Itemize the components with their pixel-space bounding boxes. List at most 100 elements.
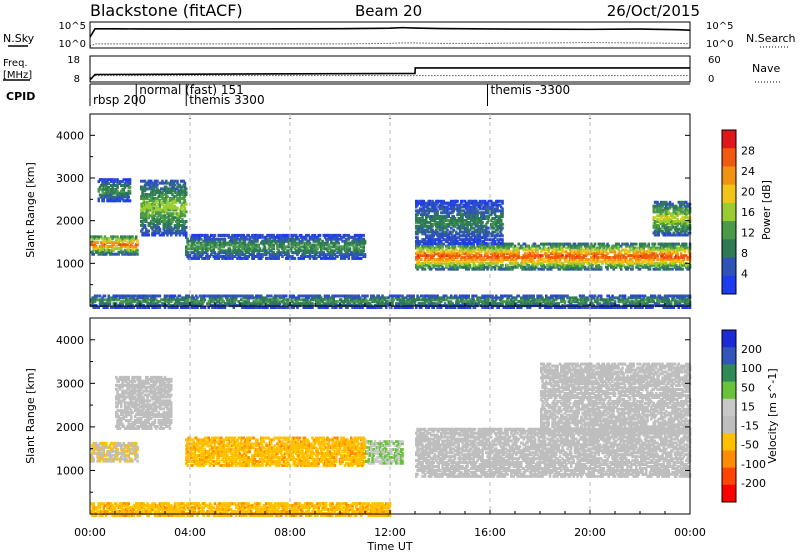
heatmap-cell (456, 204, 459, 207)
heatmap-cell (185, 220, 188, 223)
heatmap-cell (180, 197, 183, 200)
heatmap-cell (426, 234, 429, 237)
heatmap-cell (281, 255, 284, 258)
heatmap-cell (680, 252, 683, 255)
heatmap-cell (241, 257, 244, 260)
heatmap-cell (501, 264, 504, 267)
heatmap-cell (185, 187, 188, 190)
heatmap-cell (300, 249, 303, 252)
freq-line (90, 68, 690, 80)
heatmap-cell (671, 268, 674, 271)
heatmap-cell (648, 243, 651, 246)
heatmap-cell (626, 260, 629, 263)
heatmap-cell (336, 255, 339, 258)
heatmap-cell (679, 260, 682, 263)
heatmap-cell (185, 191, 188, 194)
heatmap-cell (676, 266, 679, 269)
heatmap-cell (266, 238, 269, 241)
heatmap-cell (656, 254, 659, 257)
heatmap-cell (475, 200, 478, 203)
heatmap-cell (108, 249, 111, 252)
heatmap-cell (483, 211, 486, 214)
heatmap-cell (160, 187, 163, 190)
freq-panel-frame (90, 56, 690, 82)
heatmap-cell (539, 247, 542, 250)
sky-top-tick: 10^5 (59, 21, 86, 32)
heatmap-cell (163, 182, 166, 185)
heatmap-cell (425, 264, 428, 267)
heatmap-cell (556, 248, 559, 251)
heatmap-cell (600, 266, 603, 269)
heatmap-cell (214, 251, 217, 254)
heatmap-cell (98, 235, 101, 238)
heatmap-cell (345, 234, 348, 237)
heatmap-cell (538, 268, 541, 271)
heatmap-cell (316, 247, 319, 250)
heatmap-cell (536, 248, 539, 251)
heatmap-cell (188, 247, 191, 250)
heatmap-cell (319, 238, 322, 241)
heatmap-cell (681, 268, 684, 271)
heatmap-cell (524, 252, 527, 255)
nave-tick-top: 60 (708, 55, 721, 66)
heatmap-cell (193, 234, 196, 237)
heatmap-cell (428, 250, 431, 253)
heatmap-cell (493, 202, 496, 205)
noise-series (90, 28, 690, 46)
heatmap-cell (460, 231, 463, 234)
nave-line (90, 76, 690, 79)
heatmap-cell (231, 234, 234, 237)
heatmap-cell (580, 243, 583, 246)
heatmap-cell (430, 268, 433, 271)
heatmap-cell (129, 199, 132, 202)
heatmap-cell (443, 250, 446, 253)
heatmap-cell (341, 240, 344, 243)
cpid-segment-label: rbsp 200 (93, 93, 146, 107)
heatmap-cell (415, 225, 418, 228)
heatmap-cell (534, 262, 537, 265)
heatmap-cell (678, 243, 681, 246)
heatmap-cell (598, 264, 601, 267)
heatmap-cell (673, 205, 676, 208)
heatmap-cell (458, 245, 461, 248)
heatmap-cell (246, 238, 249, 241)
heatmap-cell (184, 199, 187, 202)
heatmap-cell (424, 268, 427, 271)
heatmap-cell (184, 207, 187, 210)
heatmap-cell (425, 202, 428, 205)
heatmap-cell (156, 184, 159, 187)
heatmap-cell (543, 243, 546, 246)
heatmap-cell (498, 209, 501, 212)
heatmap-cell (545, 252, 548, 255)
heatmap-cell (476, 260, 479, 263)
sky-bottom-tick: 10^0 (59, 39, 86, 50)
heatmap-cell (685, 243, 688, 246)
heatmap-cell (199, 251, 202, 254)
heatmap-cell (485, 242, 488, 245)
heatmap-cell (255, 244, 258, 247)
heatmap-cell (440, 240, 443, 243)
heatmap-cell (540, 243, 543, 246)
heatmap-cell (541, 254, 544, 257)
nave-label: Nave (752, 62, 780, 75)
heatmap-cell (594, 243, 597, 246)
heatmap-cell (185, 234, 188, 237)
heatmap-cell (654, 216, 657, 219)
heatmap-cell (591, 264, 594, 267)
heatmap-cell (168, 212, 171, 215)
heatmap-cell (469, 264, 472, 267)
cpid-segment-label: themis 3300 (189, 93, 264, 107)
heatmap-cell (654, 243, 657, 246)
heatmap-cell (355, 234, 358, 237)
heatmap-cell (656, 201, 659, 204)
heatmap-cell (454, 245, 457, 248)
heatmap-cell (114, 178, 117, 181)
heatmap-cell (224, 238, 227, 241)
heatmap-cell (194, 253, 197, 256)
heatmap-cell (676, 218, 679, 221)
heatmap-cell (115, 253, 118, 256)
heatmap-cell (108, 182, 111, 185)
heatmap-cell (333, 234, 336, 237)
heatmap-cell (140, 180, 143, 183)
heatmap-cell (461, 200, 464, 203)
